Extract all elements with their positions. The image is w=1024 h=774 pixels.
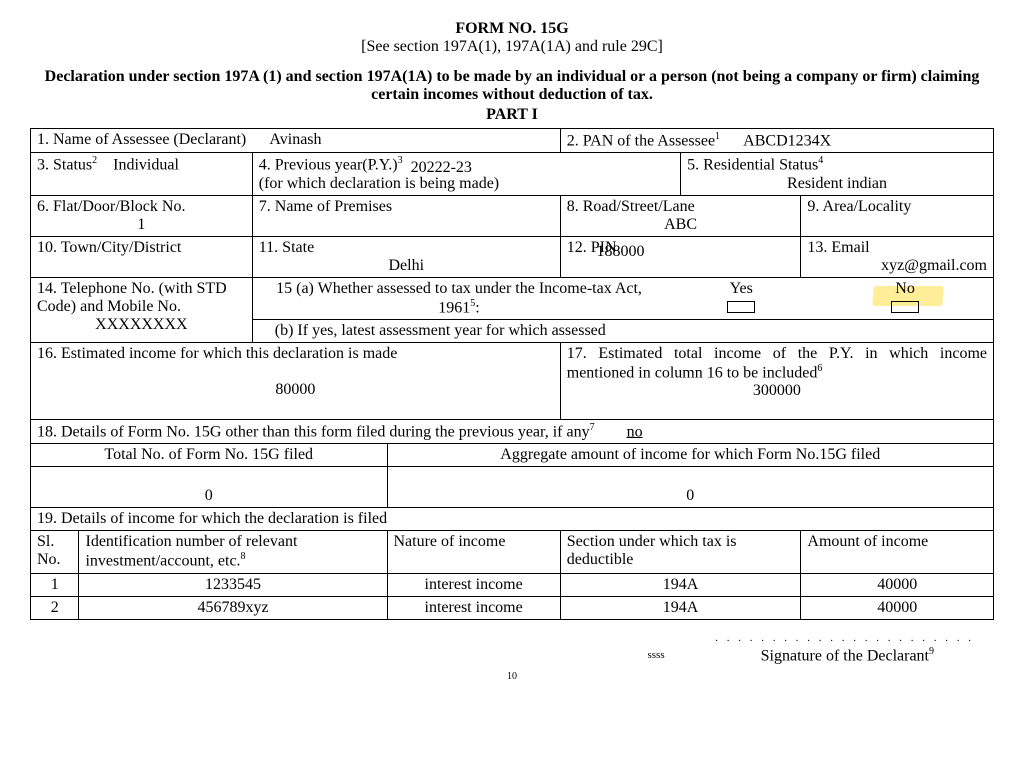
part-label: PART I xyxy=(30,106,994,124)
bottom-fragment: 10 xyxy=(30,671,994,690)
field-5-label: 5. Residential Status xyxy=(687,157,818,174)
signature-dotted-line: . . . . . . . . . . . . . . . . . . . . … xyxy=(715,632,974,644)
field-10-label: 10. Town/City/District xyxy=(37,239,181,256)
field-14: 14. Telephone No. (with STD Code) and Mo… xyxy=(31,277,253,342)
field-11: 11. State Delhi xyxy=(252,236,560,277)
signature-area: . . . . . . . . . . . . . . . . . . . . … xyxy=(30,628,994,665)
form-header: FORM NO. 15G [See section 197A(1), 197A(… xyxy=(30,20,994,56)
field-4-value: 20222-23 xyxy=(411,159,472,176)
field-18-value: no xyxy=(627,423,643,440)
field-8-value: ABC xyxy=(664,216,697,233)
field-13: 13. Email xyz@gmail.com xyxy=(801,236,994,277)
declaration-text: Declaration under section 197A (1) and s… xyxy=(30,68,994,104)
field-12-value: 188000 xyxy=(597,243,645,260)
cell-nature: interest income xyxy=(387,573,560,596)
cell-amount: 40000 xyxy=(801,573,994,596)
field-2-label: 2. PAN of the Assessee xyxy=(567,132,715,149)
option-yes: Yes xyxy=(730,280,753,297)
col-sl: Sl. No. xyxy=(31,531,79,573)
cell-sl: 1 xyxy=(31,573,79,596)
field-2: 2. PAN of the Assessee1 ABCD1234X xyxy=(560,129,993,153)
field-15b-label: (b) If yes, latest assessment year for w… xyxy=(275,322,606,339)
field-15a: 15 (a) Whether assessed to tax under the… xyxy=(252,277,993,319)
field-15b: (b) If yes, latest assessment year for w… xyxy=(252,319,993,342)
field-17: 17. Estimated total income of the P.Y. i… xyxy=(560,342,993,419)
cell-section: 194A xyxy=(560,596,801,619)
field-5: 5. Residential Status4 Resident indian xyxy=(681,153,994,195)
field-3-label: 3. Status xyxy=(37,157,92,174)
field-16-value: 80000 xyxy=(275,381,315,398)
field-18: 18. Details of Form No. 15G other than t… xyxy=(31,419,994,443)
field-1: 1. Name of Assessee (Declarant) Avinash xyxy=(31,129,561,153)
checkbox-no[interactable] xyxy=(891,301,919,313)
cell-section: 194A xyxy=(560,573,801,596)
field-9-label: 9. Area/Locality xyxy=(807,198,911,215)
income-table-header: Sl. No. Identification number of relevan… xyxy=(31,531,994,573)
cell-sl: 2 xyxy=(31,596,79,619)
field-3: 3. Status2 Individual xyxy=(31,153,253,195)
field-8-label: 8. Road/Street/Lane xyxy=(567,198,695,215)
field-18-total-val: 0 xyxy=(31,467,388,508)
cell-nature: interest income xyxy=(387,596,560,619)
field-1-label: 1. Name of Assessee (Declarant) xyxy=(37,131,246,148)
field-15a-label: 15 (a) Whether assessed to tax under the… xyxy=(276,280,642,316)
form-number: FORM NO. 15G xyxy=(30,20,994,38)
signature-sample: ssss xyxy=(648,649,665,661)
field-18-total-label: Total No. of Form No. 15G filed xyxy=(104,446,313,463)
field-17-label: 17. Estimated total income of the P.Y. i… xyxy=(567,345,987,381)
col-amount: Amount of income xyxy=(801,531,994,573)
income-row: 1 1233545 interest income 194A 40000 xyxy=(31,573,994,596)
field-18-agg-label: Aggregate amount of income for which For… xyxy=(500,446,880,463)
field-4-sublabel: (for which declaration is being made) xyxy=(259,175,499,192)
field-3-value: Individual xyxy=(113,157,179,174)
field-12: 12. PIN188000 xyxy=(560,236,801,277)
field-7-label: 7. Name of Premises xyxy=(259,198,392,215)
field-19: 19. Details of income for which the decl… xyxy=(31,508,994,531)
field-2-value: ABCD1234X xyxy=(743,132,831,149)
signature-label: Signature of the Declarant xyxy=(761,647,929,664)
col-nature: Nature of income xyxy=(387,531,560,573)
field-18-total: Total No. of Form No. 15G filed xyxy=(31,444,388,467)
field-7: 7. Name of Premises xyxy=(252,195,560,236)
see-section: [See section 197A(1), 197A(1A) and rule … xyxy=(30,38,994,56)
field-10: 10. Town/City/District xyxy=(31,236,253,277)
cell-id: 1233545 xyxy=(79,573,387,596)
field-18-agg: Aggregate amount of income for which For… xyxy=(387,444,994,467)
option-no: No xyxy=(895,280,915,297)
cell-id: 456789xyz xyxy=(79,596,387,619)
col-id: Identification number of relevant invest… xyxy=(79,531,387,573)
field-11-value: Delhi xyxy=(388,257,424,274)
field-6: 6. Flat/Door/Block No. 1 xyxy=(31,195,253,236)
field-19-label: 19. Details of income for which the decl… xyxy=(37,510,387,527)
field-6-label: 6. Flat/Door/Block No. xyxy=(37,198,185,215)
field-9: 9. Area/Locality xyxy=(801,195,994,236)
field-17-value: 300000 xyxy=(753,382,801,399)
field-4: 4. Previous year(P.Y.)3 20222-23 (for wh… xyxy=(252,153,680,195)
field-8: 8. Road/Street/Lane ABC xyxy=(560,195,801,236)
field-18-agg-val: 0 xyxy=(387,467,994,508)
form-table-main: 1. Name of Assessee (Declarant) Avinash … xyxy=(30,128,994,620)
checkbox-yes[interactable] xyxy=(727,301,755,313)
field-16-label: 16. Estimated income for which this decl… xyxy=(37,345,397,362)
field-16: 16. Estimated income for which this decl… xyxy=(31,342,561,419)
field-4-label: 4. Previous year(P.Y.) xyxy=(259,157,398,174)
field-11-label: 11. State xyxy=(259,239,314,256)
field-13-label: 13. Email xyxy=(807,239,869,256)
field-13-value: xyz@gmail.com xyxy=(881,257,987,274)
field-1-value: Avinash xyxy=(269,131,321,148)
field-14-value: XXXXXXXX xyxy=(95,316,187,333)
cell-amount: 40000 xyxy=(801,596,994,619)
field-18-label: 18. Details of Form No. 15G other than t… xyxy=(37,423,590,440)
income-row: 2 456789xyz interest income 194A 40000 xyxy=(31,596,994,619)
field-6-value: 1 xyxy=(137,216,145,233)
col-section: Section under which tax is deductible xyxy=(560,531,801,573)
field-14-label: 14. Telephone No. (with STD Code) and Mo… xyxy=(37,280,227,315)
field-5-value: Resident indian xyxy=(787,175,887,192)
